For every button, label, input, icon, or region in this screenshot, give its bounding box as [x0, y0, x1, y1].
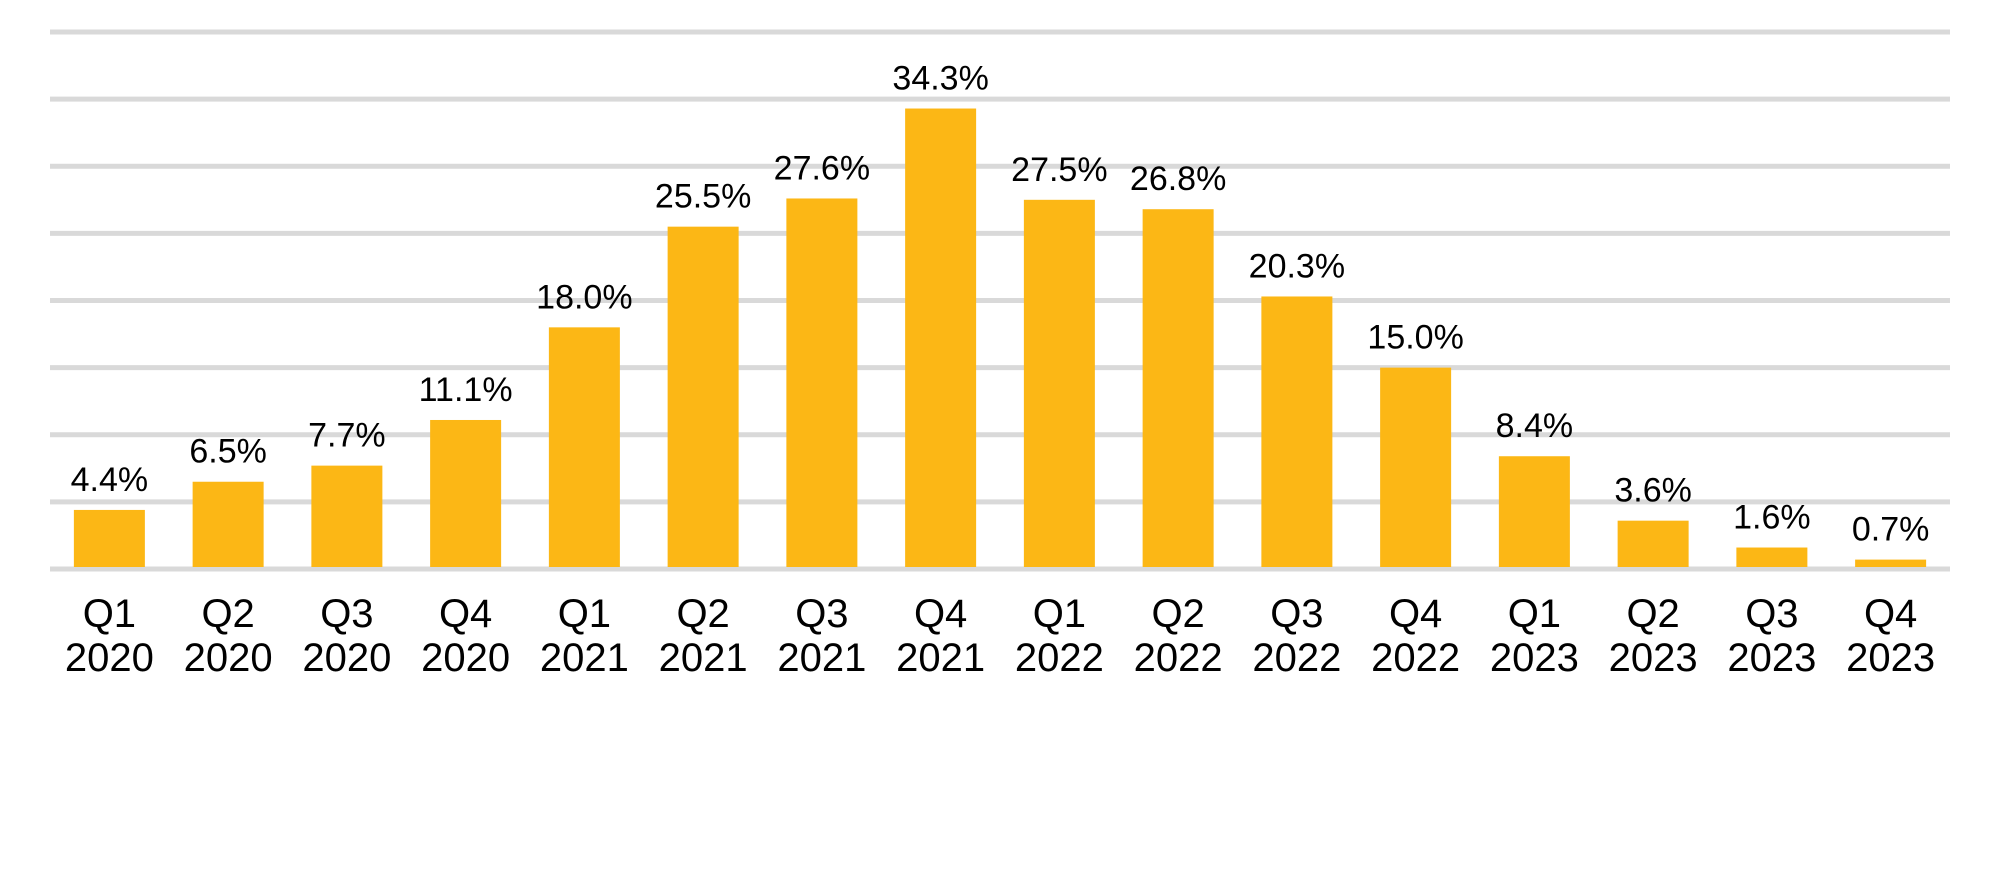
category-label-year: 2023 — [1727, 636, 1816, 680]
category-label-year: 2023 — [1846, 636, 1935, 680]
value-label: 27.5% — [1011, 151, 1107, 189]
category-label-quarter: Q2 — [676, 592, 729, 636]
bar — [1261, 296, 1333, 567]
category-label-quarter: Q2 — [1626, 592, 1679, 636]
bar — [667, 226, 739, 567]
value-label: 7.7% — [308, 417, 386, 455]
value-label: 18.0% — [536, 278, 632, 316]
category-label-quarter: Q1 — [83, 592, 136, 636]
bar — [1855, 559, 1927, 567]
bar — [311, 465, 383, 567]
bar — [1498, 456, 1570, 567]
bars — [73, 108, 1927, 568]
value-label: 11.1% — [419, 371, 513, 409]
category-label-year: 2022 — [1134, 636, 1223, 680]
category-label-year: 2021 — [896, 636, 985, 680]
value-label: 15.0% — [1367, 319, 1463, 357]
category-label-quarter: Q4 — [439, 592, 492, 636]
bar — [73, 509, 145, 567]
value-label: 8.4% — [1496, 407, 1574, 445]
category-label-year: 2020 — [421, 636, 510, 680]
category-label-year: 2023 — [1609, 636, 1698, 680]
bar — [1380, 367, 1452, 567]
value-label: 6.5% — [189, 433, 267, 471]
bar — [905, 108, 977, 568]
value-label: 27.6% — [774, 149, 870, 187]
category-label-year: 2022 — [1252, 636, 1341, 680]
category-label-quarter: Q2 — [201, 592, 254, 636]
category-label-year: 2020 — [302, 636, 391, 680]
value-labels: 4.4% 6.5% 7.7% 11.1% 18.0% 25.5% 27.6% 34.3% 27.… — [71, 60, 1930, 549]
category-label-year: 2022 — [1371, 636, 1460, 680]
category-label-year: 2021 — [659, 636, 748, 680]
category-labels: Q12020Q22020Q32020Q42020Q12021Q22021Q320… — [65, 592, 1935, 680]
category-label-quarter: Q3 — [1745, 592, 1798, 636]
category-label-year: 2023 — [1490, 636, 1579, 680]
bar — [192, 481, 264, 567]
value-label: 34.3% — [892, 60, 988, 98]
category-label-quarter: Q1 — [1033, 592, 1086, 636]
bar — [1142, 209, 1214, 567]
category-label-year: 2020 — [65, 636, 154, 680]
value-label: 3.6% — [1614, 472, 1692, 510]
category-label-quarter: Q3 — [1270, 592, 1323, 636]
category-label-quarter: Q3 — [320, 592, 373, 636]
category-label-quarter: Q4 — [1864, 592, 1917, 636]
bar — [1617, 520, 1689, 567]
bar — [1023, 199, 1095, 567]
category-label-year: 2022 — [1015, 636, 1104, 680]
category-label-quarter: Q1 — [558, 592, 611, 636]
value-label: 4.4% — [71, 461, 149, 499]
bar — [430, 419, 502, 567]
value-label: 26.8% — [1130, 160, 1226, 198]
value-label: 25.5% — [655, 178, 751, 216]
value-label: 1.6% — [1733, 499, 1811, 537]
category-label-quarter: Q2 — [1151, 592, 1204, 636]
category-label-year: 2021 — [540, 636, 629, 680]
category-label-quarter: Q4 — [1389, 592, 1442, 636]
bar — [1736, 547, 1808, 567]
value-label: 20.3% — [1249, 247, 1345, 285]
bar — [548, 327, 620, 567]
category-label-quarter: Q4 — [914, 592, 967, 636]
category-label-year: 2020 — [184, 636, 273, 680]
bar — [786, 198, 858, 567]
category-label-quarter: Q1 — [1508, 592, 1561, 636]
value-label: 0.7% — [1852, 511, 1930, 549]
category-label-quarter: Q3 — [795, 592, 848, 636]
category-label-year: 2021 — [777, 636, 866, 680]
